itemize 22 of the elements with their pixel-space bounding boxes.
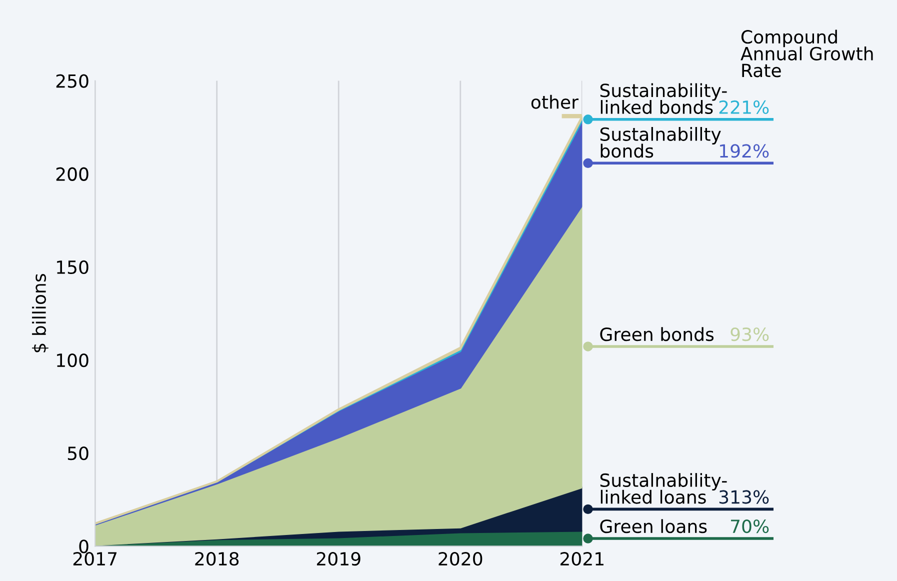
text: 313%: [719, 490, 769, 504]
y-tick-label: 150: [57, 260, 88, 274]
x-tick-label: 2018: [195, 552, 239, 566]
text: 221%: [719, 100, 769, 114]
y-tick-label: 0: [79, 540, 88, 554]
x-tick-label: 2019: [316, 552, 360, 566]
text: 192%: [720, 144, 769, 158]
y-tick-label: 200: [56, 167, 88, 181]
y-tick-label: 100: [57, 353, 88, 368]
series-label: Green bonds: [600, 327, 714, 342]
x-tick-label: 2020: [438, 552, 482, 566]
y-tick-label: 50: [68, 446, 88, 460]
series-label: other: [531, 94, 578, 109]
series-label: Sustalnabillty bonds: [600, 127, 721, 158]
y-axis-title: $ billions: [32, 274, 48, 352]
x-tick-label: 2017: [73, 552, 117, 566]
text: 70%: [731, 519, 769, 534]
text: 93%: [730, 327, 769, 342]
series-label: Green loans: [600, 519, 707, 534]
x-tick-label: 2021: [560, 552, 604, 566]
text: Compound Annual Growth Rate: [740, 30, 873, 78]
y-tick-label: 250: [56, 74, 88, 88]
